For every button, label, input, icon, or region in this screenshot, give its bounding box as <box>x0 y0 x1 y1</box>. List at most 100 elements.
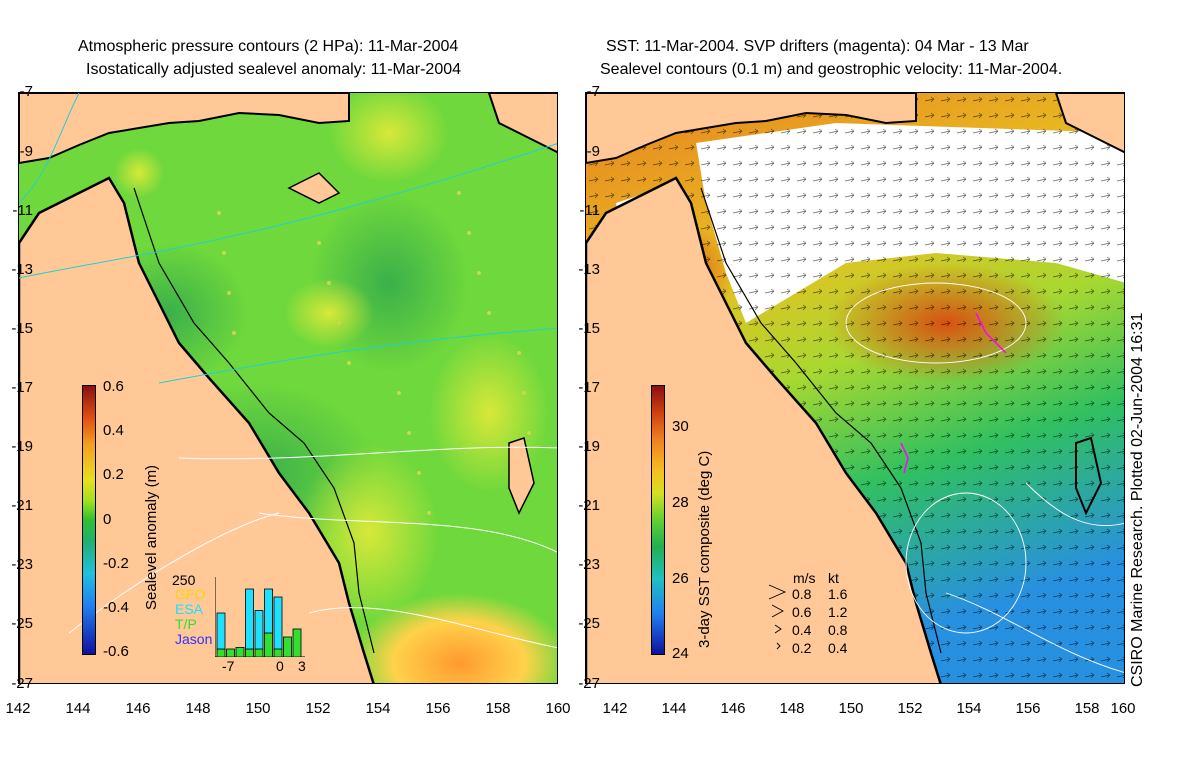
lat-tick-label: -9 <box>19 143 33 160</box>
lat-tick-label: -7 <box>19 83 33 100</box>
colorbar-tick-label: 30 <box>672 418 689 435</box>
lon-tick-label: 148 <box>779 700 805 717</box>
velocity-arrow-icons <box>768 584 787 650</box>
sealevel-contours <box>845 282 1124 673</box>
arrow-icon <box>776 642 781 650</box>
svp-drifter-track <box>975 312 1007 354</box>
positive-anomaly-region <box>329 93 449 183</box>
lon-tick-label: 154 <box>365 700 391 717</box>
histogram-bar-tp <box>264 632 273 657</box>
histogram-bar-tp <box>292 628 302 657</box>
lat-tick-label: -27 <box>11 675 33 692</box>
lat-tick-label: -23 <box>578 556 600 573</box>
arrow-icon <box>768 584 787 600</box>
colorbar-tick-label: -0.4 <box>103 599 129 616</box>
velocity-kt-value: 0.4 <box>828 640 848 656</box>
right-title-line2: Sealevel contours (0.1 m) and geostrophi… <box>600 61 1063 78</box>
pressure-contour <box>258 512 557 553</box>
lon-tick-label: 152 <box>305 700 331 717</box>
sst-colorbar-label: 3-day SST composite (deg C) <box>696 450 713 648</box>
lat-tick-label: -9 <box>586 143 600 160</box>
lat-tick-label: -21 <box>578 497 600 514</box>
lon-tick-label: 148 <box>185 700 211 717</box>
reef-outline <box>133 187 375 654</box>
mission-esa-label: ESA <box>175 601 204 617</box>
histogram-bar-tp <box>254 648 264 657</box>
mission-gfo-label: GFO <box>175 586 206 602</box>
lon-tick-label: 144 <box>661 700 687 717</box>
lat-tick-label: -19 <box>11 438 33 455</box>
colorbar-tick-label: 0.4 <box>103 422 124 439</box>
lat-tick-label: -13 <box>11 261 33 278</box>
reef-outline <box>700 187 942 654</box>
mission-jason-label: Jason <box>175 631 213 647</box>
histogram-bar-tp <box>216 648 226 657</box>
histogram-bar-esa <box>273 596 283 650</box>
positive-anomaly-region <box>349 593 557 683</box>
left-title-line2: Isostatically adjusted sealevel anomaly:… <box>86 61 462 78</box>
sst-map <box>585 92 1125 684</box>
lon-tick-label: 150 <box>245 700 271 717</box>
png-east-landmass <box>1054 93 1124 154</box>
sealevel-colorbar-label: Sealevel anomaly (m) <box>143 464 160 610</box>
lon-tick-label: 142 <box>602 700 628 717</box>
histogram-bar-esa <box>216 612 226 650</box>
lat-tick-label: -19 <box>578 438 600 455</box>
colorbar-tick-label: -0.6 <box>103 643 129 660</box>
altimeter-data-histogram: 250 GFO ESA T/P Jason -7 0 3 <box>170 572 306 677</box>
lat-tick-label: -13 <box>578 261 600 278</box>
lat-tick-label: -25 <box>11 615 33 632</box>
left-title-line1: Atmospheric pressure contours (2 HPa): 1… <box>78 38 459 55</box>
pressure-contour <box>19 143 557 279</box>
colorbar-tick-label: 0.6 <box>103 378 124 395</box>
island <box>287 172 341 204</box>
arrow-icon <box>771 604 784 618</box>
right-title-line1: SST: 11-Mar-2004. SVP drifters (magenta)… <box>606 38 1029 55</box>
australia-landmass <box>586 176 942 683</box>
velocity-kt-value: 0.8 <box>828 622 848 638</box>
colorbar-tick-label: 0 <box>103 511 112 528</box>
lon-tick-label: 158 <box>1074 700 1100 717</box>
mission-tp-label: T/P <box>175 616 197 632</box>
island <box>1075 436 1103 516</box>
histogram-bars <box>215 577 305 657</box>
histogram-bar-esa <box>264 588 273 634</box>
positive-anomaly-region <box>114 148 164 198</box>
plot-credit: CSIRO Marine Research. Plotted 02-Jun-20… <box>1129 312 1146 687</box>
histogram-bar-tp <box>245 648 254 657</box>
sst-colorbar <box>651 385 665 655</box>
histogram-bar-esa <box>245 588 254 650</box>
sst-map-svg <box>586 93 1124 683</box>
histogram-bar-esa <box>254 610 264 650</box>
lon-tick-label: 158 <box>485 700 511 717</box>
positive-anomaly-region <box>284 278 374 348</box>
velocity-ms-value: 0.8 <box>792 586 812 602</box>
pressure-contour <box>19 93 80 204</box>
colorbar-tick-label: 28 <box>672 494 689 511</box>
velocity-unit-kt: kt <box>828 570 839 586</box>
colorbar-tick-label: 26 <box>672 570 689 587</box>
lat-tick-label: -17 <box>11 379 33 396</box>
velocity-kt-value: 1.2 <box>828 604 848 620</box>
lat-tick-label: -23 <box>11 556 33 573</box>
lon-tick-label: 160 <box>545 700 571 717</box>
pressure-contour <box>158 327 557 384</box>
histogram-xtick: -7 <box>222 658 235 674</box>
pressure-contour <box>68 512 280 634</box>
lat-tick-label: -15 <box>578 320 600 337</box>
png-east-landmass <box>487 93 557 154</box>
colorbar-tick-label: -0.2 <box>103 555 129 572</box>
histogram-bar-tp <box>273 648 283 657</box>
lon-tick-label: 152 <box>897 700 923 717</box>
lon-tick-label: 146 <box>720 700 746 717</box>
sealevel-map-svg <box>19 93 557 683</box>
histogram-bar-tp <box>226 648 235 657</box>
colorbar-tick-label: 24 <box>672 645 689 662</box>
sealevel-colorbar <box>82 385 96 655</box>
velocity-unit-ms: m/s <box>793 570 816 586</box>
histogram-ymax-label: 250 <box>172 572 196 588</box>
lat-tick-label: -7 <box>586 83 600 100</box>
lon-tick-label: 142 <box>5 700 31 717</box>
lon-tick-label: 150 <box>838 700 864 717</box>
new-guinea-landmass <box>19 93 350 165</box>
